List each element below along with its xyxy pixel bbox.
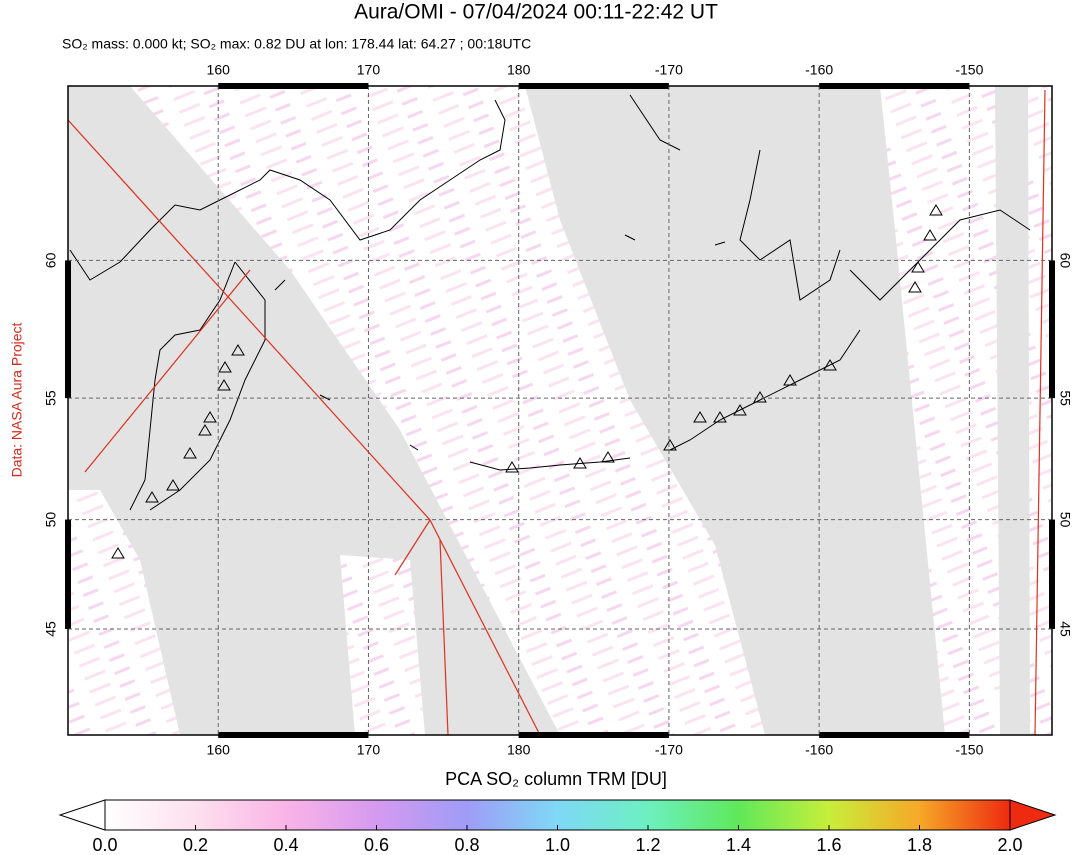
y-tick-label: 60	[43, 252, 59, 268]
colorbar-under	[58, 799, 106, 831]
x-tick-label: 180	[507, 62, 531, 78]
colorbar-tick-label: 0.4	[273, 835, 298, 855]
subtitle: SO₂ mass: 0.000 kt; SO₂ max: 0.82 DU at …	[62, 36, 531, 52]
swath-gap	[525, 86, 945, 735]
x-tick-label: -150	[955, 742, 983, 758]
colorbar-tick-label: 1.8	[907, 835, 932, 855]
orbit-track	[68, 89, 1046, 735]
x-tick-label: 180	[507, 742, 531, 758]
swath-gap	[68, 86, 560, 735]
colorbar-tick-label: 1.0	[545, 835, 570, 855]
map-area	[68, 86, 1052, 735]
y-tick-label: 45	[1057, 621, 1072, 637]
colorbar-tick-label: 0.8	[454, 835, 479, 855]
colorbar-label: PCA SO₂ column TRM [DU]	[445, 769, 667, 789]
source-note: Data: NASA Aura Project	[9, 322, 25, 477]
x-tick-label: 160	[207, 62, 231, 78]
colorbar-tick-label: 1.2	[635, 835, 660, 855]
y-tick-label: 45	[43, 621, 59, 637]
x-tick-label: 160	[207, 742, 231, 758]
colorbar-over	[1009, 799, 1057, 831]
x-tick-label: 170	[357, 62, 381, 78]
y-tick-label: 60	[1057, 253, 1072, 269]
colorbar-tick-label: 1.4	[726, 835, 751, 855]
x-tick-label: -160	[805, 742, 833, 758]
y-tick-label: 50	[1057, 512, 1072, 528]
swath-gap	[995, 86, 1030, 735]
map-frame	[67, 85, 1053, 736]
colorbar-tick-label: 0.0	[92, 835, 117, 855]
colorbar-tick-label: 0.2	[183, 835, 208, 855]
title: Aura/OMI - 07/04/2024 00:11-22:42 UT	[354, 1, 718, 24]
coastline	[69, 94, 1031, 511]
y-tick-label: 55	[43, 390, 59, 406]
x-tick-label: -170	[655, 62, 683, 78]
x-tick-label: -170	[655, 742, 683, 758]
y-tick-label: 50	[43, 512, 59, 528]
y-tick-label: 55	[1057, 390, 1072, 406]
x-tick-label: -150	[955, 62, 983, 78]
colorbar-tick-label: 0.6	[364, 835, 389, 855]
colorbar-tick-label: 2.0	[997, 835, 1022, 855]
colorbar-tick-label: 1.6	[816, 835, 841, 855]
volcano-markers	[111, 204, 943, 559]
x-tick-label: -160	[805, 62, 833, 78]
x-tick-label: 170	[357, 742, 381, 758]
